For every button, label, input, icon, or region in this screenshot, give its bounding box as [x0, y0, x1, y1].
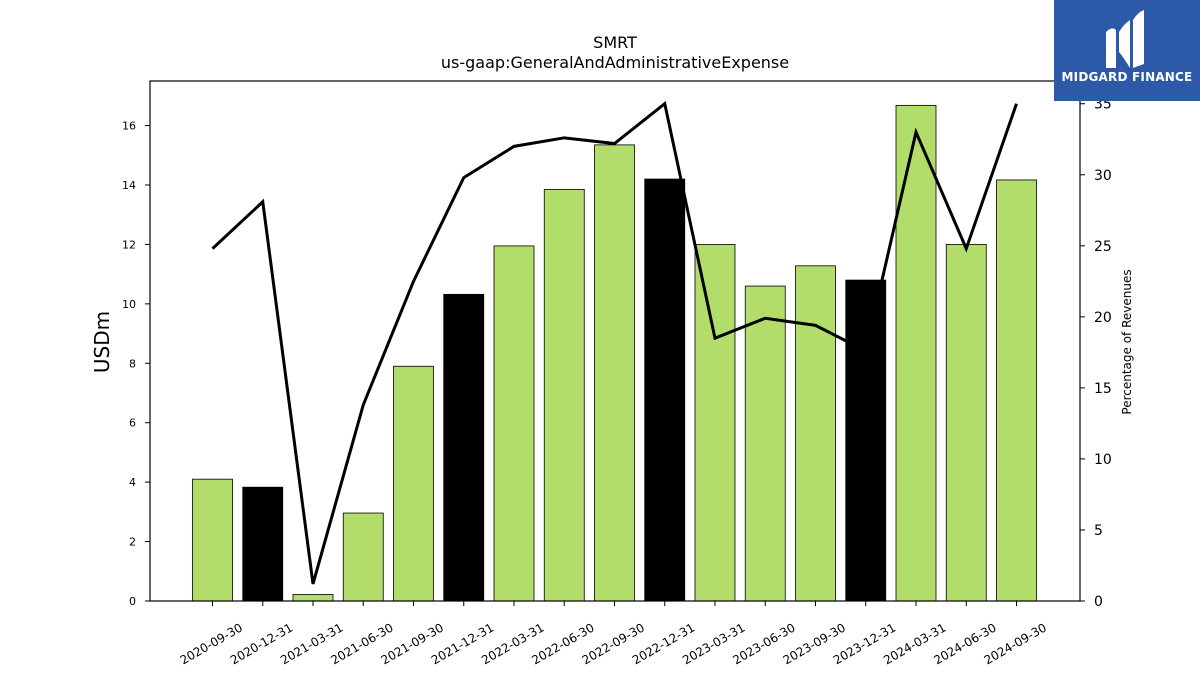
y-axis-label: USDm: [90, 311, 114, 373]
y2-tick-label: 10: [1094, 452, 1112, 468]
y2-axis-label: Percentage of Revenues: [1120, 269, 1134, 414]
bar-2023-12-31: [845, 279, 887, 602]
bar-2024-09-30: [996, 179, 1037, 602]
y2-tick-label: 5: [1094, 523, 1103, 539]
bar-2020-12-31: [242, 486, 284, 602]
bar-2021-12-31: [443, 293, 485, 602]
y-tick-label: 14: [122, 179, 136, 192]
bar-2022-03-31: [493, 245, 535, 602]
bar-2020-09-30: [192, 478, 233, 602]
bar-2022-06-30: [543, 189, 585, 602]
bar-2022-12-31: [644, 178, 686, 602]
bar-2021-03-31: [292, 594, 334, 602]
bar-2023-03-31: [694, 244, 736, 602]
bar-group: [192, 104, 1037, 602]
y2-tick-label: 15: [1094, 381, 1112, 397]
bar-2024-03-31: [895, 104, 937, 602]
chart-subtitle: us-gaap:GeneralAndAdministrativeExpense: [441, 53, 789, 72]
bar-2022-09-30: [594, 144, 635, 602]
y-tick-label: 10: [122, 298, 136, 311]
bar-2024-06-30: [945, 244, 987, 602]
y-tick-label: 2: [129, 536, 136, 549]
y2-tick-label: 30: [1094, 168, 1112, 184]
bar-2021-09-30: [393, 365, 434, 602]
x-axis: 2020-09-302020-12-312021-03-312021-06-30…: [178, 601, 1049, 667]
logo-text: MIDGARD FINANCE: [1061, 70, 1193, 84]
chart-title: SMRT: [593, 33, 637, 52]
midgard-finance-logo: MIDGARD FINANCE: [1054, 0, 1200, 101]
y-tick-label: 4: [129, 476, 136, 489]
y-tick-label: 8: [129, 357, 136, 370]
y-tick-label: 6: [129, 417, 136, 430]
y-axis-left: 0 2 4 6 8 10 12 14 16: [122, 120, 150, 608]
y2-tick-label: 20: [1094, 310, 1112, 326]
percentage-line: [211, 101, 1018, 585]
y-tick-label: 0: [129, 595, 136, 608]
y2-tick-label: 0: [1094, 594, 1103, 610]
y-tick-label: 12: [122, 238, 136, 251]
y-tick-label: 16: [122, 120, 136, 133]
bar-2023-06-30: [744, 285, 786, 602]
y2-tick-label: 25: [1094, 239, 1112, 255]
line-group: [211, 101, 1018, 585]
logo-mark-icon: [1106, 10, 1144, 68]
bar-2021-06-30: [342, 512, 384, 602]
bar-2023-09-30: [795, 265, 836, 602]
